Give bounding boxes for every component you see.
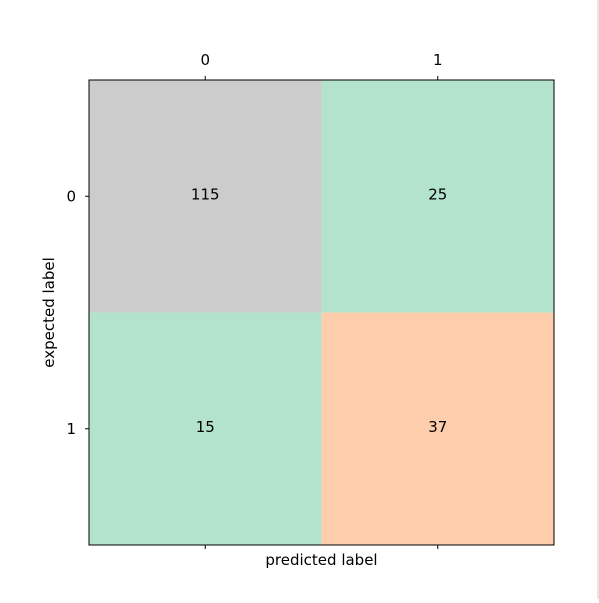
y-tick-label-1: 1 [66, 420, 76, 438]
y-tick-label-0: 0 [66, 187, 76, 205]
cell-value-1-0: 15 [196, 418, 215, 436]
x-tick-label-0: 0 [200, 51, 210, 69]
cell-value-1-1: 37 [428, 418, 447, 436]
cell-1-0 [89, 312, 322, 545]
y-ticks-layer: 01 [66, 187, 89, 438]
cell-0-1 [321, 80, 554, 313]
cell-value-0-0: 115 [191, 185, 220, 203]
cell-value-0-1: 25 [428, 185, 447, 203]
cell-1-1 [321, 312, 554, 545]
value-labels-layer: 115 25 15 37 [191, 185, 447, 436]
y-axis-label: expected label [40, 257, 58, 368]
cells-layer [89, 80, 554, 545]
x-tick-label-1: 1 [433, 51, 443, 69]
plot-frame [88, 79, 555, 546]
x-axis-label: predicted label [265, 551, 377, 569]
cell-0-0 [89, 80, 322, 313]
